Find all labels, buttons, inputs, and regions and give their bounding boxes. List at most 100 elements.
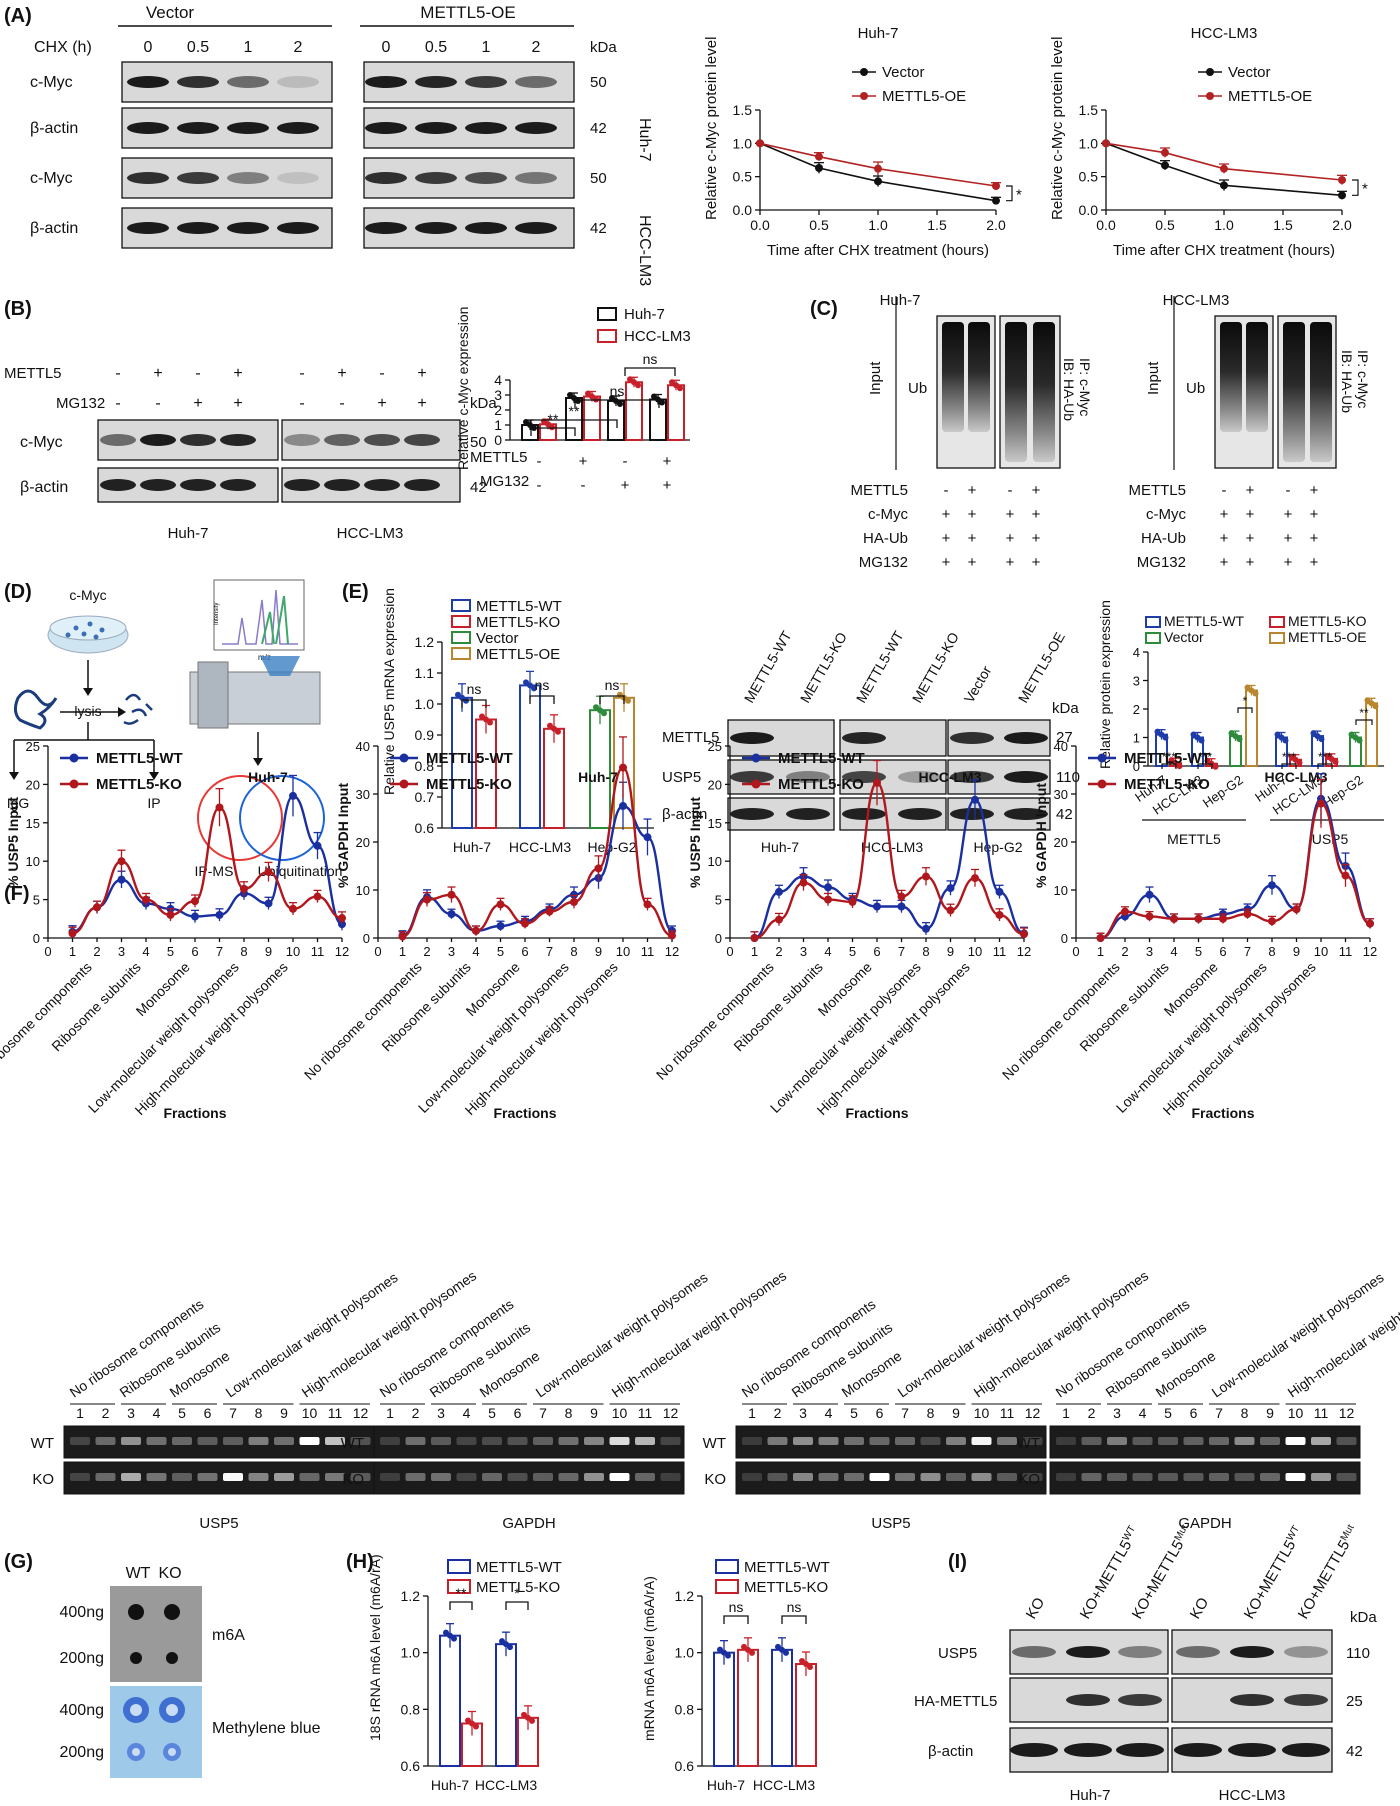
- c-sign: +: [1246, 482, 1255, 499]
- y-tick-label: 25: [708, 739, 722, 754]
- c-cell-huh7: Huh-7: [880, 292, 921, 309]
- b-actin-label: β-actin: [20, 479, 68, 496]
- i-lane-sup: Mut: [1338, 1522, 1356, 1542]
- gel-band: [635, 1437, 655, 1445]
- x-tick-label: 4: [472, 944, 479, 959]
- y-tick-label: 30: [356, 787, 370, 802]
- bar: [543, 727, 565, 829]
- band: [180, 434, 216, 446]
- y-tick-label: 10: [26, 854, 40, 869]
- gel-band: [869, 1437, 890, 1445]
- band: [100, 434, 136, 446]
- y-axis-label: Relative c-Myc expression: [455, 307, 471, 470]
- gel-band: [869, 1473, 890, 1481]
- band: [364, 434, 400, 446]
- c-row-label: MG132: [859, 554, 908, 571]
- sig-label: ns: [643, 351, 658, 367]
- gel-band: [172, 1473, 192, 1481]
- data-point: [472, 926, 480, 935]
- legend-label: METTL5-KO: [476, 614, 560, 631]
- data-point: [992, 182, 1000, 190]
- data-point: [423, 895, 431, 904]
- b-mw-50: 50: [470, 434, 487, 451]
- data-point: [1220, 181, 1228, 190]
- data-point: [946, 884, 955, 893]
- data-point: [824, 883, 832, 892]
- d-igg-label: IgG: [7, 795, 30, 811]
- gel-band: [146, 1437, 167, 1445]
- legend-marker: [1097, 753, 1107, 763]
- c-ip-label-2: IP: c-Myc: [1355, 350, 1371, 408]
- x-axis-label: Fractions: [845, 1105, 908, 1121]
- data-point: [619, 802, 627, 810]
- data-point: [191, 897, 199, 906]
- data-point: [995, 910, 1004, 919]
- band: [898, 808, 942, 820]
- gel-lane-number: 8: [1241, 1405, 1249, 1421]
- band: [842, 808, 886, 820]
- x-tick-label: 3: [118, 944, 125, 959]
- gel-band: [1132, 1473, 1153, 1481]
- sig-bracket: [624, 367, 676, 376]
- band: [1282, 1743, 1330, 1757]
- sig-label: ns: [605, 677, 620, 693]
- data-point: [1161, 161, 1169, 170]
- sig-bracket: [1355, 719, 1373, 725]
- sig-bracket: [574, 399, 660, 408]
- b-mw-42: 42: [470, 479, 487, 496]
- sig-bracket: [1281, 763, 1297, 769]
- band: [515, 122, 557, 134]
- gel-band: [274, 1473, 294, 1481]
- replicate-point: [1176, 763, 1183, 770]
- replicate-point: [749, 1649, 755, 1656]
- sig-bracket: [781, 1615, 807, 1624]
- y-tick-label: 1.0: [675, 1645, 695, 1661]
- i-lane-label: KO+METTL5WT: [1240, 1524, 1307, 1622]
- x-sign: -: [623, 453, 628, 470]
- band: [786, 808, 830, 820]
- data-point: [874, 164, 882, 173]
- x-category-label: HCC-LM3: [509, 839, 571, 855]
- gel-lane-number: 12: [353, 1405, 369, 1421]
- gel-lane-number: 7: [901, 1405, 909, 1421]
- series-curve: [1100, 802, 1371, 940]
- series-line: [1105, 142, 1343, 181]
- legend-marker: [399, 779, 409, 789]
- c-row-label: HA-Ub: [1141, 530, 1186, 547]
- x-sign: -: [537, 453, 542, 470]
- band: [1066, 1694, 1110, 1706]
- data-point: [1366, 919, 1374, 928]
- legend-label: METTL5-WT: [476, 598, 562, 615]
- i-row-ha: HA-METTL5: [914, 1693, 997, 1710]
- sig-label: *: [514, 1585, 520, 1601]
- legend-label: METTL5-WT: [1124, 750, 1211, 767]
- blot-row-label: c-Myc: [30, 170, 73, 187]
- gel-lane-number: 8: [255, 1405, 263, 1421]
- methylene-blue-membrane: [110, 1686, 202, 1778]
- band: [1066, 1646, 1110, 1658]
- mw-label: 50: [590, 170, 607, 187]
- gel-lane-number: 3: [799, 1405, 807, 1421]
- band: [1116, 1743, 1164, 1757]
- x-category-label: Huh-7: [707, 1777, 745, 1793]
- m6a-membrane: [110, 1586, 202, 1682]
- band: [227, 172, 269, 184]
- data-point: [521, 919, 529, 928]
- gel-band: [1132, 1437, 1153, 1445]
- gel-band: [1209, 1437, 1229, 1445]
- gel-band: [1234, 1473, 1255, 1481]
- legend-swatch: [1145, 632, 1161, 644]
- panel-label-c: (C): [810, 298, 838, 320]
- time-label: 0: [382, 39, 391, 56]
- c-sign: +: [1032, 554, 1041, 571]
- gel-lane-number: 2: [774, 1405, 782, 1421]
- x-tick-label: 1: [399, 944, 406, 959]
- sign-mg132: -: [155, 395, 160, 412]
- replicate-point: [507, 1644, 513, 1651]
- gel-band: [660, 1437, 681, 1445]
- sign-mettl5: +: [153, 365, 162, 382]
- i-cell-hcclm3: HCC-LM3: [1219, 1787, 1286, 1804]
- g-ko: KO: [158, 1565, 181, 1582]
- legend-swatch: [1269, 632, 1285, 644]
